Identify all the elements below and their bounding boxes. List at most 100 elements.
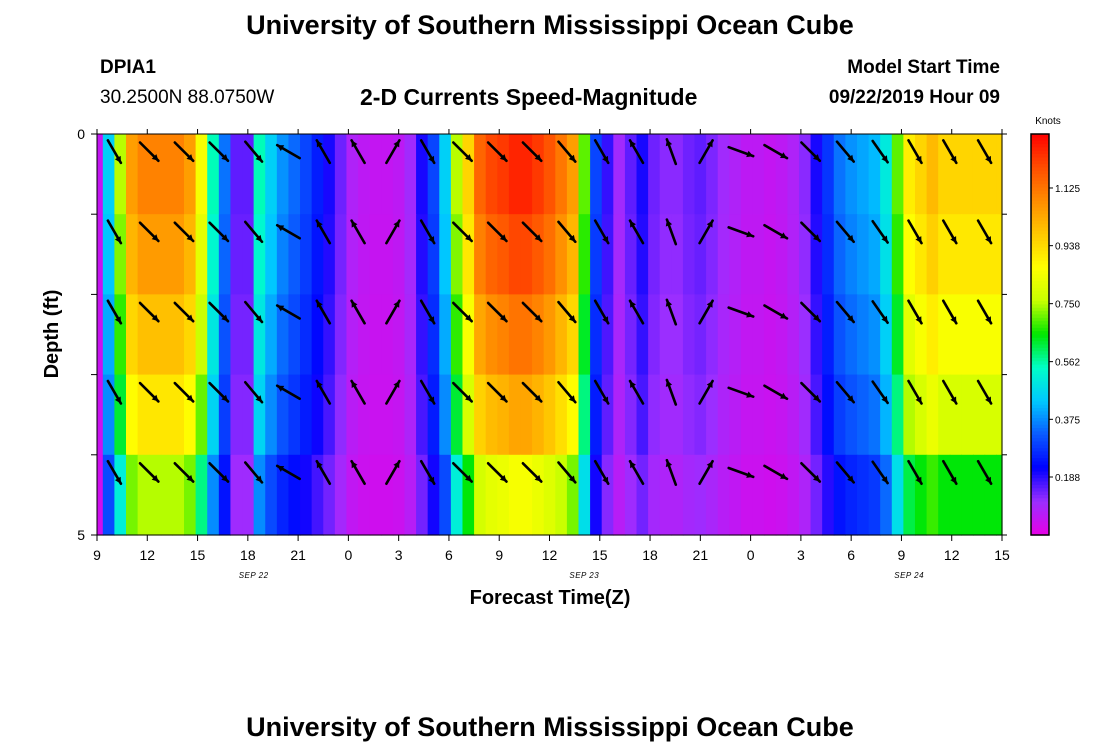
current-arrow (557, 380, 577, 404)
heatmap-cell (195, 294, 208, 376)
colorbar-segment (1031, 441, 1049, 446)
heatmap-cell (184, 374, 197, 456)
current-arrow (800, 461, 822, 483)
heatmap-cell (833, 134, 846, 215)
heatmap-cell (949, 294, 962, 376)
heatmap-cell (880, 454, 893, 536)
x-tick-label: 12 (944, 547, 960, 563)
heatmap-cell (868, 454, 881, 536)
heatmap-cell (462, 374, 475, 456)
heatmap-cell (520, 294, 533, 376)
heatmap-cell (207, 374, 220, 456)
heatmap-cell (427, 214, 440, 295)
heatmap-cell (903, 134, 916, 215)
heatmap-cell (265, 454, 278, 536)
colorbar-segment (1031, 180, 1049, 185)
x-tick-label: 15 (592, 547, 608, 563)
heatmap-cell (137, 374, 150, 456)
current-arrow (557, 140, 577, 163)
colorbar-tick-label: 1.125 (1055, 184, 1080, 195)
colorbar-segment (1031, 508, 1049, 513)
heatmap-cell (914, 214, 928, 295)
heatmap-cell (972, 454, 986, 536)
x-tick-label: 9 (495, 547, 503, 563)
current-arrow (385, 379, 401, 405)
colorbar-segment (1031, 488, 1049, 493)
heatmap-cell (485, 294, 498, 376)
heatmap-cell (543, 454, 556, 536)
current-arrow (173, 381, 195, 403)
heatmap-cell (648, 294, 661, 376)
colorbar-segment (1031, 237, 1049, 242)
heatmap-cell (798, 134, 812, 215)
colorbar-segment (1031, 177, 1049, 182)
colorbar-segment (1031, 514, 1049, 519)
heatmap-cell (764, 374, 777, 456)
heatmap-cell (160, 134, 174, 215)
colorbar-segment (1031, 331, 1049, 336)
heatmap-cell (242, 454, 255, 536)
heatmap-cell (102, 214, 115, 295)
colorbar-segment (1031, 408, 1049, 412)
current-arrow (350, 299, 366, 325)
colorbar-segment (1031, 464, 1049, 469)
heatmap-cell (729, 374, 742, 456)
heatmap-cell (369, 294, 382, 376)
heatmap-cell (427, 294, 440, 376)
heatmap-cell (114, 374, 127, 456)
x-tick-label: 0 (344, 547, 352, 563)
colorbar-segment (1031, 471, 1049, 476)
current-arrow (557, 300, 577, 324)
current-arrow (486, 221, 508, 243)
colorbar-segment (1031, 137, 1049, 142)
current-arrow (628, 219, 645, 245)
current-arrow (593, 299, 610, 325)
heatmap-cell (323, 134, 336, 215)
colorbar-segment (1031, 364, 1049, 369)
heatmap-cell (775, 374, 788, 456)
heatmap-cell (682, 454, 696, 536)
heatmap-cell (764, 214, 777, 295)
colorbar-segment (1031, 341, 1049, 346)
current-arrow (665, 138, 678, 166)
heatmap-cell (300, 214, 313, 295)
current-arrow (106, 379, 123, 405)
heatmap-cell (845, 454, 858, 536)
colorbar-segment (1031, 204, 1049, 209)
heatmap-cell (184, 134, 197, 215)
current-arrow (350, 379, 366, 405)
current-arrow (871, 380, 889, 405)
heatmap-cell (822, 374, 835, 456)
colorbar-segment (1031, 190, 1049, 195)
colorbar-segment (1031, 170, 1049, 175)
heatmap-cell (392, 454, 406, 536)
current-arrow (385, 459, 401, 486)
heatmap-cell (810, 214, 823, 295)
heatmap-cell (926, 454, 939, 536)
current-arrow (208, 301, 230, 323)
heatmap-cell (149, 294, 162, 376)
heatmap-cell (694, 294, 707, 376)
heatmap-cell (775, 134, 788, 215)
colorbar-segment (1031, 154, 1049, 158)
current-arrow (138, 461, 160, 483)
current-arrow (486, 461, 508, 483)
colorbar-segment (1031, 431, 1049, 436)
heatmap-cell (334, 294, 348, 376)
current-arrow (451, 461, 474, 483)
heatmap-cell (717, 454, 730, 536)
heatmap-cell (184, 454, 197, 536)
current-arrow (208, 221, 230, 243)
heatmap-cell (961, 294, 974, 376)
colorbar-segment (1031, 434, 1049, 439)
heatmap-cell (856, 454, 870, 536)
heatmap-cell (578, 294, 591, 376)
colorbar-segment (1031, 254, 1049, 259)
colorbar-segment (1031, 291, 1049, 295)
colorbar-segment (1031, 387, 1049, 392)
heatmap-cell (126, 134, 139, 215)
heatmap-cell (926, 374, 939, 456)
heatmap-cell (462, 134, 475, 215)
heatmap-cell (311, 214, 324, 295)
heatmap-cell (334, 214, 348, 295)
